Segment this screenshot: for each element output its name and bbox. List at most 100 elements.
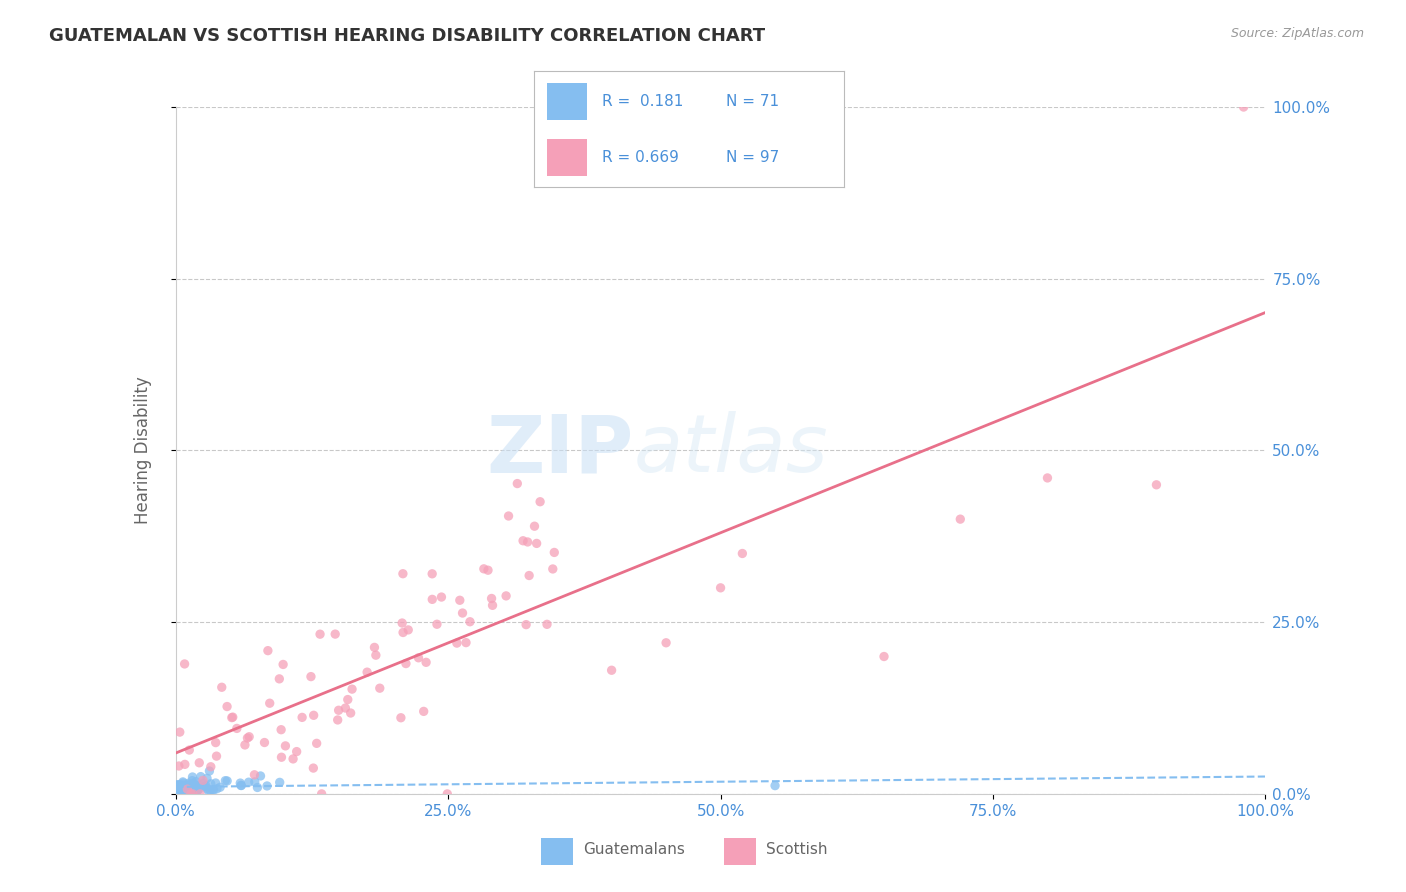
Point	[541, 562, 564, 576]
FancyBboxPatch shape	[547, 83, 586, 120]
Point	[204, 776, 226, 790]
Point	[1146, 478, 1168, 492]
Point	[328, 703, 350, 717]
Point	[176, 781, 198, 796]
Point	[173, 757, 195, 772]
Point	[339, 706, 361, 720]
Text: GUATEMALAN VS SCOTTISH HEARING DISABILITY CORRELATION CHART: GUATEMALAN VS SCOTTISH HEARING DISABILIT…	[49, 27, 765, 45]
Point	[515, 617, 537, 632]
Point	[174, 786, 197, 800]
Point	[180, 785, 202, 799]
Point	[458, 615, 481, 629]
Point	[181, 785, 204, 799]
Point	[392, 566, 415, 581]
Point	[392, 625, 415, 640]
Point	[231, 779, 253, 793]
Point	[174, 782, 197, 797]
Point	[169, 778, 191, 792]
Point	[281, 752, 304, 766]
Point	[309, 627, 332, 641]
Point	[498, 508, 520, 523]
Point	[200, 760, 222, 774]
Point	[299, 670, 322, 684]
Point	[526, 536, 548, 550]
Point	[200, 777, 222, 791]
Point	[190, 770, 212, 784]
Point	[412, 705, 434, 719]
Point	[180, 780, 202, 795]
Point	[165, 778, 187, 792]
Point	[180, 782, 202, 797]
Point	[181, 781, 204, 796]
Point	[229, 778, 252, 792]
Point	[170, 784, 193, 798]
Point	[249, 769, 271, 783]
Point	[217, 773, 239, 788]
Text: Source: ZipAtlas.com: Source: ZipAtlas.com	[1230, 27, 1364, 40]
Point	[183, 784, 205, 798]
Point	[472, 562, 495, 576]
Point	[166, 784, 188, 798]
Point	[181, 787, 204, 801]
Point	[186, 783, 208, 797]
Point	[188, 787, 211, 801]
Point	[523, 519, 546, 533]
Point	[209, 780, 232, 795]
Point	[177, 776, 200, 790]
Point	[454, 635, 477, 649]
Point	[165, 782, 187, 797]
Point	[710, 581, 733, 595]
Point	[368, 681, 391, 696]
Point	[167, 786, 190, 800]
Text: ZIP: ZIP	[486, 411, 633, 490]
Point	[205, 749, 228, 764]
Point	[256, 779, 278, 793]
Point	[517, 568, 540, 582]
Point	[194, 779, 217, 793]
Point	[243, 775, 266, 789]
Point	[356, 665, 378, 680]
Point	[302, 761, 325, 775]
Point	[197, 783, 219, 797]
Point	[396, 623, 419, 637]
Point	[172, 776, 194, 790]
Point	[512, 533, 534, 548]
Point	[536, 617, 558, 632]
Point	[323, 627, 346, 641]
Point	[949, 512, 972, 526]
Point	[389, 711, 412, 725]
Point	[529, 494, 551, 508]
Point	[183, 780, 205, 795]
Point	[408, 650, 430, 665]
Point	[259, 696, 281, 710]
Point	[415, 656, 437, 670]
Point	[205, 781, 228, 796]
Point	[420, 592, 443, 607]
Point	[391, 615, 413, 630]
Point	[169, 725, 191, 739]
Point	[363, 640, 385, 655]
Point	[336, 692, 359, 706]
Point	[200, 783, 222, 797]
Point	[243, 768, 266, 782]
Point	[173, 657, 195, 671]
Point	[176, 782, 198, 797]
Point	[170, 786, 193, 800]
Point	[238, 775, 260, 789]
Point	[253, 735, 276, 749]
Point	[179, 784, 201, 798]
Point	[173, 784, 195, 798]
Point	[269, 775, 291, 789]
Text: Guatemalans: Guatemalans	[583, 842, 685, 857]
Point	[364, 648, 387, 663]
FancyBboxPatch shape	[541, 838, 574, 865]
Point	[446, 636, 468, 650]
Y-axis label: Hearing Disability: Hearing Disability	[134, 376, 152, 524]
Point	[179, 786, 201, 800]
Point	[177, 782, 200, 797]
Point	[167, 759, 190, 773]
Point	[177, 779, 200, 793]
Point	[211, 680, 233, 694]
Point	[238, 730, 260, 744]
Point	[543, 545, 565, 559]
